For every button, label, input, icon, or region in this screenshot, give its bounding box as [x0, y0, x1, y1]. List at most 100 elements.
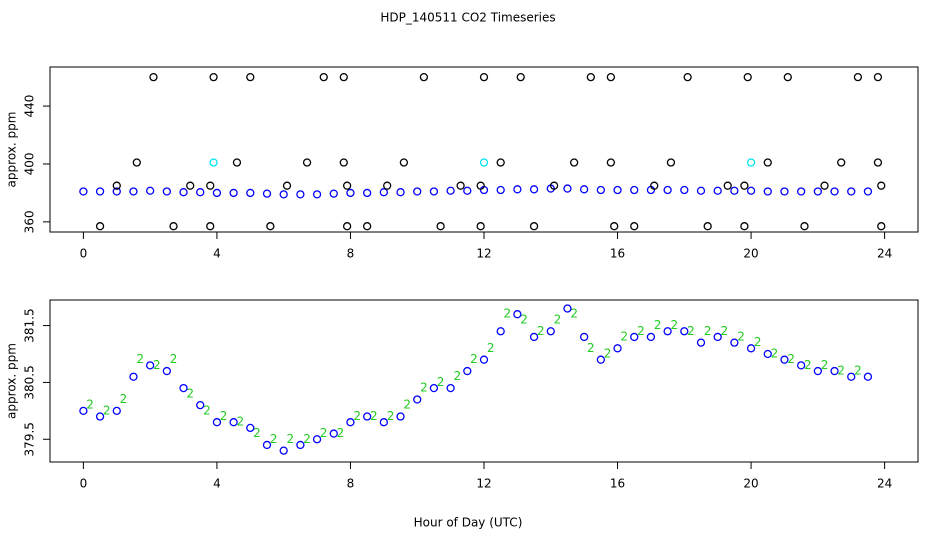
point [132, 158, 141, 167]
point [873, 158, 883, 167]
point [813, 366, 822, 376]
point [663, 327, 672, 336]
point [863, 187, 873, 196]
point [112, 181, 121, 190]
point: 2 [854, 364, 862, 378]
point [663, 185, 672, 195]
point [476, 222, 485, 231]
point [630, 332, 639, 342]
point [129, 187, 138, 196]
point: 2 [554, 312, 562, 326]
point: 2 [487, 341, 495, 355]
point [650, 181, 659, 190]
point [456, 181, 465, 190]
point [279, 446, 288, 455]
point [580, 185, 589, 194]
point [610, 222, 619, 231]
point [696, 186, 706, 195]
point: 2 [387, 409, 395, 423]
point [479, 158, 489, 167]
point [596, 355, 605, 364]
point [496, 327, 505, 336]
point [302, 158, 312, 167]
point [563, 184, 572, 193]
x-tick-label: 4 [213, 477, 221, 491]
point [740, 181, 749, 190]
point [837, 158, 846, 167]
x-tick-label: 16 [610, 247, 625, 261]
point: 2 [771, 347, 779, 361]
point [613, 185, 622, 195]
x-tick-label: 20 [743, 247, 758, 261]
point [646, 332, 656, 342]
point [329, 189, 338, 198]
point [162, 366, 171, 376]
plot-frame [49, 66, 919, 233]
point [496, 158, 505, 167]
point [529, 332, 539, 342]
point [363, 412, 372, 421]
point: 2 [287, 432, 295, 446]
point [212, 188, 222, 198]
point [206, 181, 215, 190]
y-tick-label: 379.5 [23, 422, 37, 456]
point [513, 310, 522, 319]
point [580, 332, 589, 342]
point [479, 355, 489, 364]
point [429, 383, 439, 393]
point: 2 [420, 381, 428, 395]
point [546, 327, 555, 336]
point: 2 [654, 318, 662, 332]
point: 2 [670, 318, 678, 332]
point [446, 383, 455, 393]
point [346, 188, 355, 198]
point [713, 332, 722, 342]
point [680, 327, 689, 336]
point [232, 158, 242, 167]
point [396, 188, 405, 197]
point [363, 222, 372, 231]
point [730, 338, 739, 347]
point [296, 190, 305, 199]
point: 2 [437, 375, 445, 389]
point [476, 181, 485, 190]
point [743, 72, 752, 82]
point [683, 72, 692, 82]
point [296, 440, 305, 450]
x-tick-label: 16 [610, 477, 625, 491]
point [212, 418, 222, 427]
point: 2 [236, 415, 244, 429]
point: 2 [353, 409, 361, 423]
point [342, 222, 352, 231]
point [169, 222, 178, 231]
point: 2 [687, 324, 695, 338]
point: 2 [270, 432, 278, 446]
point [630, 222, 639, 231]
y-tick-label: 380.5 [23, 365, 37, 399]
point [586, 72, 595, 82]
y-axis-label: approx. ppm [5, 343, 19, 419]
point [446, 186, 455, 195]
point [79, 187, 88, 196]
point [746, 158, 756, 167]
point [763, 187, 772, 196]
point: 2 [787, 352, 795, 366]
point [613, 344, 622, 353]
point [209, 158, 218, 167]
point [529, 185, 539, 194]
point [783, 72, 792, 82]
point: 2 [754, 335, 762, 349]
point [853, 72, 863, 82]
point [813, 187, 822, 196]
x-tick-label: 12 [476, 477, 491, 491]
point [282, 181, 292, 190]
point [666, 158, 676, 167]
point: 2 [403, 398, 411, 412]
point [630, 185, 639, 195]
x-tick-label: 0 [80, 247, 88, 261]
point [229, 188, 238, 198]
point [146, 361, 155, 370]
point: 2 [804, 358, 812, 372]
x-tick-label: 8 [347, 477, 355, 491]
point: 2 [170, 352, 178, 366]
